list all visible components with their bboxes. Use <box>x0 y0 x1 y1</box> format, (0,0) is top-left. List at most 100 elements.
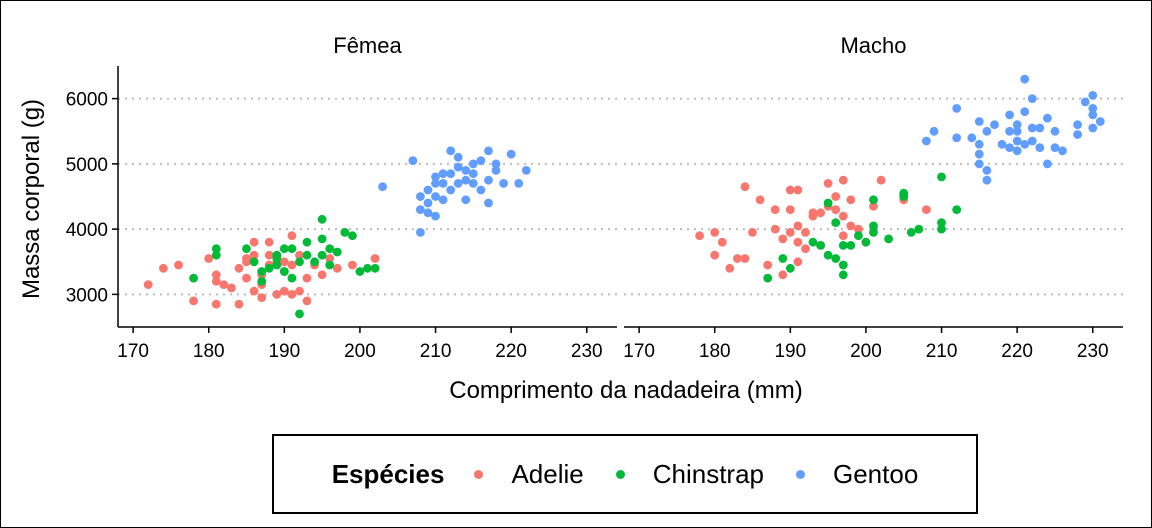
point-gentoo <box>1005 110 1014 120</box>
point-adelie <box>733 254 742 263</box>
point-adelie <box>785 185 795 195</box>
point-chinstrap <box>242 244 251 254</box>
point-chinstrap <box>778 254 788 263</box>
point-chinstrap <box>838 260 848 270</box>
point-chinstrap <box>906 228 916 237</box>
point-gentoo <box>453 179 463 188</box>
point-gentoo <box>1012 120 1022 130</box>
legend-entry-adelie: Adelie <box>474 459 584 490</box>
point-chinstrap <box>763 273 773 283</box>
point-gentoo <box>1035 143 1045 153</box>
point-adelie <box>295 286 304 296</box>
point-adelie <box>831 192 841 201</box>
x-tick-label: 190 <box>268 341 300 362</box>
point-chinstrap <box>861 237 871 247</box>
point-adelie <box>755 195 765 205</box>
point-gentoo <box>408 156 418 166</box>
point-adelie <box>264 250 274 260</box>
x-tick-label: 170 <box>623 341 655 362</box>
point-gentoo <box>1020 107 1030 117</box>
point-adelie <box>778 234 788 244</box>
point-gentoo <box>446 146 456 156</box>
point-gentoo <box>468 169 478 179</box>
point-gentoo <box>423 185 433 195</box>
y-axis-label: Massa corporal (g) <box>18 99 45 299</box>
point-gentoo <box>1012 146 1022 156</box>
point-gentoo <box>1027 136 1037 146</box>
point-gentoo <box>1050 143 1060 153</box>
point-gentoo <box>423 198 433 208</box>
point-chinstrap <box>838 270 848 280</box>
point-gentoo <box>967 133 977 143</box>
point-chinstrap <box>310 257 319 267</box>
x-tick-label: 230 <box>571 341 603 362</box>
x-tick-label: 220 <box>495 341 527 362</box>
point-gentoo <box>476 156 486 166</box>
point-adelie <box>234 263 244 273</box>
x-tick-label: 190 <box>774 341 806 362</box>
point-chinstrap <box>884 234 893 244</box>
point-adelie <box>695 231 704 241</box>
point-chinstrap <box>257 267 267 276</box>
point-adelie <box>778 270 788 280</box>
point-adelie <box>302 273 312 283</box>
point-gentoo <box>974 117 984 126</box>
point-chinstrap <box>899 188 909 198</box>
x-tick-label: 210 <box>420 341 452 362</box>
legend-label-gentoo: Gentoo <box>833 458 919 489</box>
point-chinstrap <box>937 224 946 234</box>
point-chinstrap <box>831 218 841 228</box>
point-adelie <box>287 231 297 241</box>
point-adelie <box>287 290 297 299</box>
point-chinstrap <box>952 205 962 215</box>
point-adelie <box>801 244 810 254</box>
point-chinstrap <box>279 244 289 254</box>
point-gentoo <box>974 149 984 159</box>
point-adelie <box>740 254 750 263</box>
point-chinstrap <box>869 195 878 205</box>
point-gentoo <box>1058 146 1067 156</box>
point-adelie <box>770 205 780 215</box>
point-adelie <box>801 228 810 237</box>
point-gentoo <box>1080 97 1090 107</box>
point-chinstrap <box>823 198 833 208</box>
point-gentoo <box>1050 126 1060 136</box>
facet-title: Macho <box>840 33 906 58</box>
y-tick-label: 3000 <box>66 285 108 306</box>
point-adelie <box>287 260 297 270</box>
point-chinstrap <box>937 218 946 228</box>
point-gentoo <box>461 175 471 185</box>
point-adelie <box>227 283 236 293</box>
point-adelie <box>710 250 720 260</box>
point-adelie <box>785 228 795 237</box>
point-adelie <box>846 195 856 205</box>
point-chinstrap <box>302 237 312 247</box>
point-gentoo <box>929 126 939 136</box>
point-gentoo <box>1035 123 1045 133</box>
point-gentoo <box>438 169 448 179</box>
point-adelie <box>740 182 750 192</box>
point-adelie <box>249 250 259 260</box>
point-gentoo <box>453 152 463 162</box>
point-gentoo <box>1027 94 1037 103</box>
point-adelie <box>725 263 735 273</box>
point-gentoo <box>431 211 440 221</box>
point-gentoo <box>423 208 433 218</box>
legend-marker-gentoo <box>796 469 805 479</box>
point-chinstrap <box>211 244 221 254</box>
point-chinstrap <box>264 263 274 273</box>
point-chinstrap <box>279 267 289 276</box>
point-gentoo <box>1073 120 1082 130</box>
x-tick-label: 180 <box>193 341 225 362</box>
point-adelie <box>174 260 183 270</box>
point-adelie <box>204 254 214 263</box>
point-chinstrap <box>325 244 335 254</box>
point-gentoo <box>1012 126 1022 136</box>
legend-marker-adelie <box>474 469 484 479</box>
point-gentoo <box>982 166 992 175</box>
point-gentoo <box>438 195 448 205</box>
point-adelie <box>838 211 848 221</box>
point-chinstrap <box>332 247 342 257</box>
point-gentoo <box>416 192 425 201</box>
point-adelie <box>717 237 727 247</box>
